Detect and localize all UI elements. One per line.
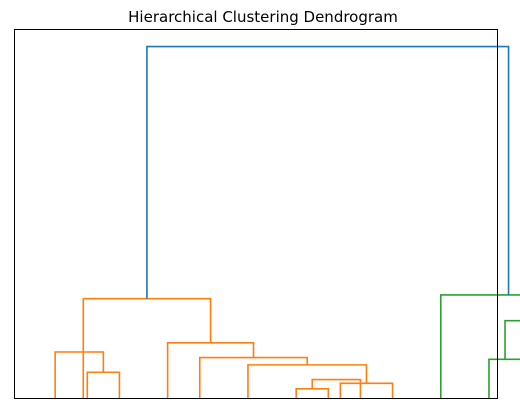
dendrogram-link <box>295 388 330 398</box>
dendrogram-link <box>86 371 121 398</box>
dendrogram-link <box>166 342 255 398</box>
dendrogram-links <box>54 45 520 398</box>
dendrogram-link <box>198 356 309 398</box>
dendrogram-link <box>82 297 212 398</box>
dendrogram-link <box>488 358 520 398</box>
dendrogram-link <box>439 294 520 398</box>
axes-frame <box>14 29 498 399</box>
dendrogram-link <box>339 382 394 398</box>
dendrogram-link <box>311 378 362 398</box>
dendrogram-link <box>504 319 520 360</box>
dendrogram-link <box>146 45 510 299</box>
dendrogram-link <box>247 364 368 398</box>
chart-title: Hierarchical Clustering Dendrogram <box>128 8 398 26</box>
dendrogram-link <box>54 351 105 398</box>
